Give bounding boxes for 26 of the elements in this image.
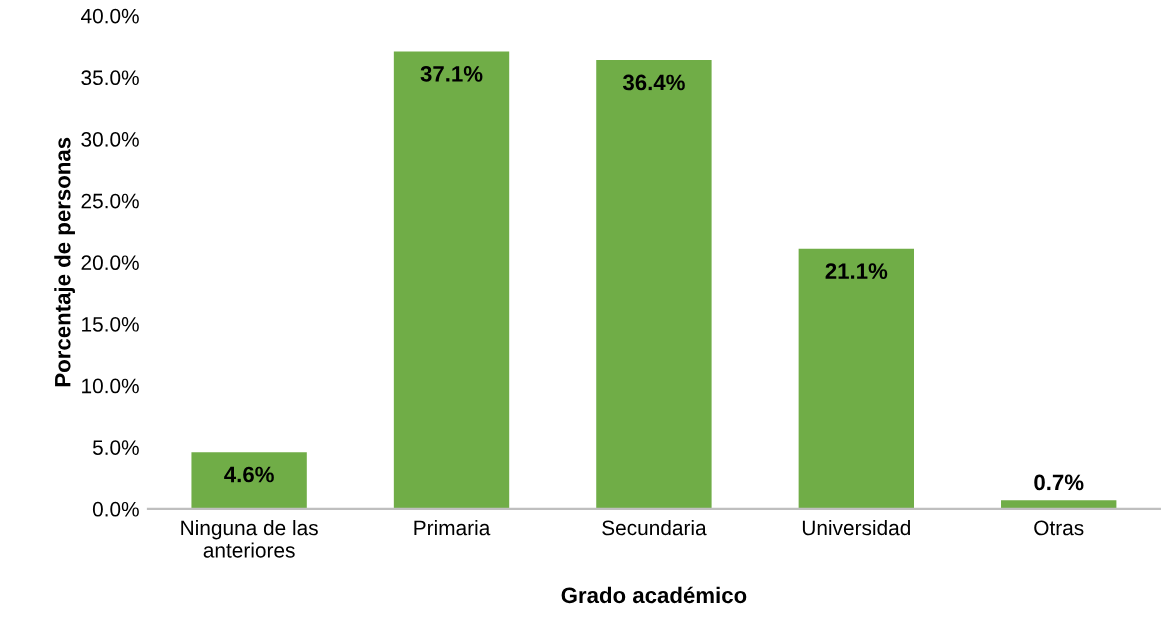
data-label: 0.7%	[1034, 474, 1084, 491]
y-tick-label: 35.0%	[81, 70, 139, 86]
x-tick-label: Secundaria	[602, 519, 707, 536]
data-label: 21.1%	[825, 263, 888, 279]
data-label: 4.6%	[224, 466, 274, 483]
x-tick-label: Ninguna de las anteriores	[181, 519, 318, 558]
y-tick-label: 20.0%	[81, 255, 139, 271]
bar	[393, 51, 510, 509]
bar	[798, 248, 914, 509]
x-tick-label: Universidad	[802, 519, 910, 536]
y-tick-label: 40.0%	[81, 8, 139, 24]
x-tick-label: Otras	[1034, 520, 1084, 536]
x-tick-label: Primaria	[414, 519, 491, 536]
data-label: 37.1%	[420, 65, 483, 82]
y-tick-label: 15.0%	[82, 316, 139, 332]
y-tick-label: 10.0%	[82, 378, 139, 394]
y-axis-title: Porcentaje de personas	[54, 137, 75, 387]
y-tick-label: 0.0%	[92, 501, 139, 517]
bar	[191, 452, 307, 509]
data-label: 36.4%	[622, 74, 685, 91]
bar	[1001, 500, 1117, 509]
bar	[596, 60, 712, 509]
y-tick-label: 25.0%	[81, 193, 139, 209]
y-tick-label: 30.0%	[81, 132, 139, 147]
x-axis-title: Grado académico	[561, 586, 747, 604]
y-tick-label: 5.0%	[92, 440, 139, 455]
